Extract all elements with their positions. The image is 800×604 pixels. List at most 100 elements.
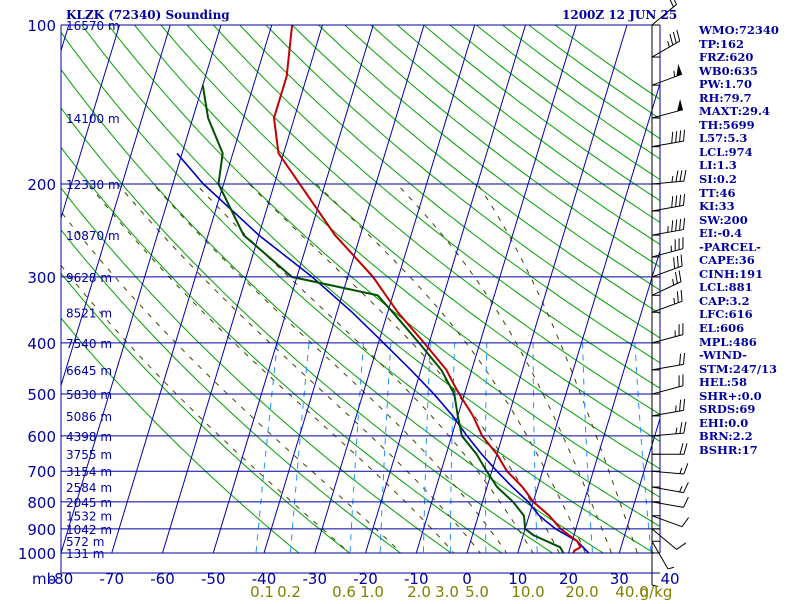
dry-adiabat-line xyxy=(0,25,415,564)
pressure-tick-label: 800 xyxy=(27,494,56,512)
wind-barb-half-flag xyxy=(668,567,674,569)
wind-barb xyxy=(652,301,682,312)
pressure-tick-label: 1000 xyxy=(18,545,56,563)
index-item: -PARCEL- xyxy=(699,241,799,255)
index-item: BSHR:17 xyxy=(699,444,799,458)
wind-barb xyxy=(652,266,682,277)
index-item: HEL:58 xyxy=(699,376,799,390)
wind-barb xyxy=(652,282,681,296)
index-item: CINH:191 xyxy=(699,268,799,282)
height-label: 2045 m xyxy=(66,496,112,510)
height-label: 3755 m xyxy=(66,448,112,462)
pressure-tick-label: 300 xyxy=(27,269,56,287)
mixing-ratio-label: 0.6 xyxy=(332,583,356,600)
wind-barb-half-flag xyxy=(674,71,675,77)
wind-barb xyxy=(652,364,684,370)
isotherm-line xyxy=(518,25,678,553)
wind-barb-half-flag xyxy=(680,468,682,474)
temperature-tick-label: -50 xyxy=(201,570,226,588)
mixing-ratio-line xyxy=(486,343,487,564)
mixing-ratio-label: 3.0 xyxy=(435,583,459,600)
wind-barb xyxy=(652,502,684,508)
wind-barb-flag xyxy=(681,255,682,266)
wind-barb-flag xyxy=(681,290,682,301)
mixing-ratio-label: 1.0 xyxy=(360,583,384,600)
index-item: WMO:72340 xyxy=(699,24,799,38)
pressure-tick-label: 200 xyxy=(27,176,56,194)
dry-adiabat-line xyxy=(82,25,724,564)
index-item: SHR+:0.0 xyxy=(699,390,799,404)
mixing-ratio-line xyxy=(290,343,309,564)
wind-barb xyxy=(652,529,677,550)
index-item: LCL:974 xyxy=(699,146,799,160)
height-label: 10870 m xyxy=(66,229,120,243)
index-item: TP:162 xyxy=(699,38,799,52)
wind-barb-half-flag xyxy=(668,41,670,47)
height-label: 2584 m xyxy=(66,481,112,495)
wind-barb-half-flag xyxy=(673,279,674,285)
station-title: KLZK (72340) Sounding xyxy=(66,8,230,22)
dry-adiabat-line xyxy=(0,25,364,564)
wind-barb-flag xyxy=(684,130,685,141)
height-label: 7540 m xyxy=(66,337,112,351)
wind-barb xyxy=(652,386,683,394)
temperature-tick-label: -60 xyxy=(150,570,175,588)
wind-barb-flag xyxy=(676,131,677,142)
wind-barb-flag xyxy=(680,219,681,230)
wind-barb-flag xyxy=(684,353,685,364)
index-item: EL:606 xyxy=(699,322,799,336)
wind-barb xyxy=(652,205,684,211)
height-label: 1532 m xyxy=(66,510,112,524)
isotherm-line xyxy=(163,25,323,553)
wind-barb xyxy=(652,516,682,527)
height-label: 12330 m xyxy=(66,178,120,192)
temperature-tick-label: -30 xyxy=(303,570,328,588)
index-item: TH:5699 xyxy=(699,119,799,133)
wind-barb-flag xyxy=(684,443,687,454)
height-label: 131 m xyxy=(66,547,104,561)
index-item: LFC:616 xyxy=(699,308,799,322)
index-item: EI:-0.4 xyxy=(699,227,799,241)
wind-barb-flag xyxy=(684,218,685,229)
wind-barb xyxy=(652,110,683,118)
wind-barb-flag xyxy=(684,170,686,181)
wind-barb-half-flag xyxy=(676,428,677,434)
index-item: TT:46 xyxy=(699,187,799,201)
wind-barb-flag xyxy=(674,257,675,268)
wind-barb-flag xyxy=(680,130,681,141)
mixing-ratio-label: 0.2 xyxy=(277,583,301,600)
wind-barb-flag xyxy=(672,132,673,143)
index-item: -WIND- xyxy=(699,349,799,363)
pressure-tick-label: 100 xyxy=(27,17,56,35)
index-item: CAPE:36 xyxy=(699,254,799,268)
height-label: 5086 m xyxy=(66,410,112,424)
index-item: CAP:3.2 xyxy=(699,295,799,309)
wind-barb-flag xyxy=(684,399,685,410)
wind-barb-flag xyxy=(670,34,673,45)
mixing-ratio-line xyxy=(450,343,454,564)
wind-barb-flag xyxy=(680,400,681,411)
wind-barb-flag xyxy=(680,195,681,206)
height-label: 3154 m xyxy=(66,465,112,479)
wind-barb-flag xyxy=(672,220,673,231)
pressure-tick-label: 500 xyxy=(27,386,56,404)
mixing-ratio-label: 5.0 xyxy=(465,583,489,600)
index-item: FRZ:620 xyxy=(699,51,799,65)
wind-barb-half-flag xyxy=(674,298,675,304)
wind-barb-flag xyxy=(680,170,682,181)
wind-barb-flag xyxy=(677,291,678,302)
pressure-tick-label: 400 xyxy=(27,335,56,353)
height-label: 8521 m xyxy=(66,306,112,320)
index-item: BRN:2.2 xyxy=(699,430,799,444)
pressure-tick-label: 700 xyxy=(27,463,56,481)
wind-barb-pennant xyxy=(677,99,683,111)
index-item: MAXT:29.4 xyxy=(699,105,799,119)
wind-barb-flag xyxy=(684,422,686,433)
wind-barb xyxy=(652,487,684,493)
dry-adiabat-line xyxy=(108,25,775,564)
wind-barb-flag xyxy=(682,517,689,526)
index-item: RH:79.7 xyxy=(699,92,799,106)
height-label: 9628 m xyxy=(66,271,112,285)
